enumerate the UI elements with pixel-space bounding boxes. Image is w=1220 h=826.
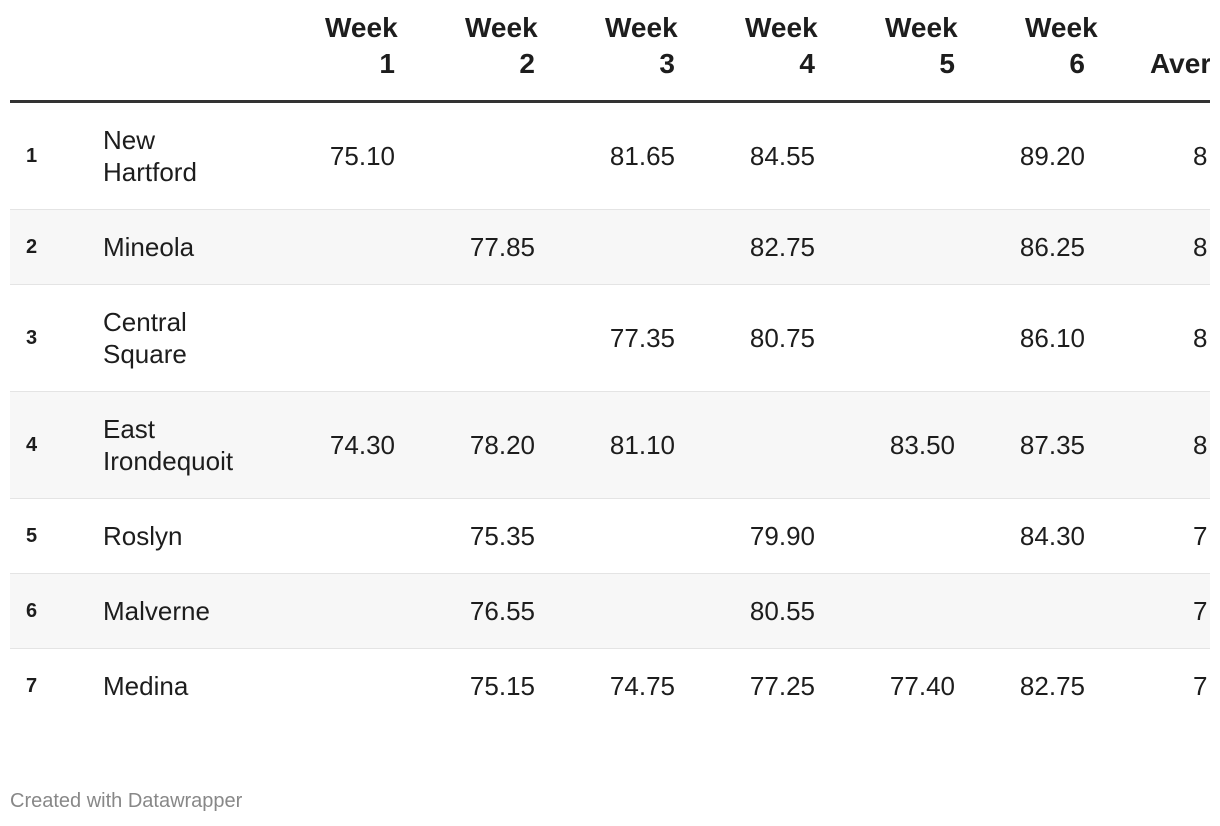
value-cell: 76.55 [410, 573, 550, 649]
value-cell: 80.55 [690, 573, 830, 649]
value-cell: 8 [1100, 284, 1210, 392]
value-cell: 79.90 [690, 498, 830, 574]
column-header: Aver [1100, 10, 1210, 103]
value-cell: 77.85 [410, 209, 550, 285]
value-cell: 77.35 [550, 284, 690, 392]
value-cell: 7 [1100, 498, 1210, 574]
value-cell: 8 [1100, 391, 1210, 499]
value-cell: 87.35 [970, 391, 1100, 499]
name-cell: East Irondequoit [80, 391, 270, 499]
value-cell: 77.25 [749, 671, 815, 701]
value-cell: 86.10 [970, 284, 1100, 392]
value-cell: 74.75 [609, 671, 675, 701]
header-cell [10, 10, 80, 103]
name-cell: Malverne [80, 573, 270, 649]
rank-cell: 1 [10, 101, 80, 210]
value-cell: 74.30 [270, 391, 410, 499]
rank-cell: 4 [10, 391, 80, 499]
value-cell [270, 209, 410, 285]
value-cell [410, 284, 550, 392]
value-cell [550, 209, 690, 285]
value-cell: 7 [1193, 671, 1208, 701]
value-cell [270, 573, 410, 649]
table: Week 1 Week 2 Week 3 Week 4 Week 5 Week 6 Aver… [10, 10, 1210, 723]
value-cell: 8 [1100, 209, 1210, 285]
value-cell [830, 498, 970, 574]
table-row: 6 Malverne 76.55 80.55 7 [10, 573, 1210, 649]
name-cell: Roslyn [80, 498, 270, 574]
table-row: 3 Central Square 77.35 80.75 86.10 8 [10, 284, 1210, 392]
name-cell: Central Square [80, 284, 270, 392]
value-cell: 81.10 [550, 391, 690, 499]
table-wrap: Week 1 Week 2 Week 3 Week 4 Week 5 Week 6 Aver… [10, 10, 1210, 723]
table-row: 4 East Irondequoit 74.30 78.20 81.10 83.50 87.… [10, 391, 1210, 499]
column-header: Week 5 [830, 10, 970, 103]
value-cell: 78.20 [410, 391, 550, 499]
table-row: 1 New Hartford 75.10 81.65 84.55 89.20 8 [10, 101, 1210, 210]
header-row: Week 1 Week 2 Week 3 Week 4 Week 5 Week 6 Aver [10, 10, 1210, 103]
value-cell: 82.75 [690, 209, 830, 285]
name-cell: Medina [103, 671, 189, 701]
value-cell: 75.15 [469, 671, 535, 701]
value-cell [830, 209, 970, 285]
value-cell: 81.65 [550, 101, 690, 210]
value-cell: 89.20 [970, 101, 1100, 210]
table-row: 7 Medina 75.15 74.75 77.25 77.40 82.75 7 [10, 649, 1210, 724]
rank-cell: 6 [10, 573, 80, 649]
value-cell [270, 649, 410, 724]
value-cell [830, 573, 970, 649]
value-cell: 84.55 [690, 101, 830, 210]
rank-cell: 5 [10, 498, 80, 574]
column-header: Week 6 [970, 10, 1100, 103]
value-cell [830, 101, 970, 210]
value-cell: 86.25 [970, 209, 1100, 285]
value-cell: 75.10 [270, 101, 410, 210]
rank-cell: 2 [10, 209, 80, 285]
column-header: Week 1 [270, 10, 410, 103]
rank-cell: 3 [10, 284, 80, 392]
value-cell: 7 [1100, 573, 1210, 649]
value-cell: 80.75 [690, 284, 830, 392]
column-header: Week 4 [690, 10, 830, 103]
value-cell: 77.40 [889, 671, 955, 701]
value-cell [550, 573, 690, 649]
rank-cell: 7 [26, 675, 38, 697]
value-cell: 83.50 [830, 391, 970, 499]
column-header: Week 2 [410, 10, 550, 103]
value-cell [270, 498, 410, 574]
table-row: 2 Mineola 77.85 82.75 86.25 8 [10, 209, 1210, 285]
value-cell: 84.30 [970, 498, 1100, 574]
table-row: 5 Roslyn 75.35 79.90 84.30 7 [10, 498, 1210, 574]
value-cell [270, 284, 410, 392]
name-cell: New Hartford [80, 101, 270, 210]
value-cell [830, 284, 970, 392]
footer: Created with Datawrapper [10, 790, 243, 812]
value-cell [410, 101, 550, 210]
value-cell [550, 498, 690, 574]
column-header: Week 3 [550, 10, 690, 103]
value-cell [690, 391, 830, 499]
value-cell [970, 573, 1100, 649]
value-cell: 75.35 [410, 498, 550, 574]
name-cell: Mineola [80, 209, 270, 285]
value-cell: 8 [1100, 101, 1210, 210]
header-cell [80, 10, 270, 103]
value-cell: 82.75 [1019, 671, 1085, 701]
table-body: 1 New Hartford 75.10 81.65 84.55 89.20 8 2 Mineo… [10, 101, 1210, 724]
